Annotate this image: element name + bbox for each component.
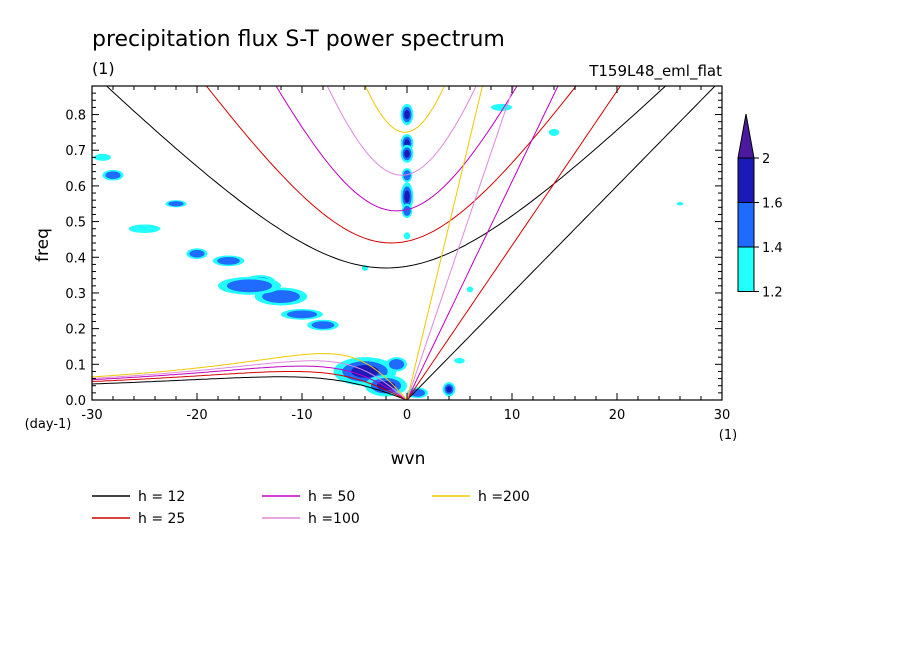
rossby-curve-12 xyxy=(92,376,408,400)
contour-blob-14-level-1 xyxy=(189,249,205,258)
y-tick-label: 0.0 xyxy=(65,394,86,409)
contour-blob-13-level-1 xyxy=(217,256,240,265)
ig-curve-25 xyxy=(205,86,577,244)
contour-blob-0-level-2 xyxy=(404,109,410,120)
colorbar-label: 1.4 xyxy=(762,241,783,256)
y-tick-label: 0.3 xyxy=(65,287,86,302)
colorbar-segment xyxy=(737,202,755,248)
kelvin-curve-200 xyxy=(406,86,483,400)
contour-blob-11-level-1 xyxy=(286,310,318,319)
legend-label: h = 12 xyxy=(138,489,185,505)
y-tick-label: 0.5 xyxy=(65,216,86,231)
contour-blob-4-level-2 xyxy=(404,190,410,203)
y-axis: 0.0 0.1 0.2 0.3 0.4 0.5 0.6 0.7 0.8 xyxy=(65,85,722,409)
chart-subtitle-left: (1) xyxy=(92,59,115,78)
contour-blob-5-level-1 xyxy=(403,205,411,217)
ig-curve-12 xyxy=(105,86,667,269)
rossby-curve-50 xyxy=(92,365,408,400)
contour-blob-24-level-0 xyxy=(454,357,465,364)
rossby-curve-100 xyxy=(92,360,408,400)
contour-blob-27-level-0 xyxy=(548,128,560,136)
x-axis-label: wvn xyxy=(391,449,426,469)
rossby-curve-25 xyxy=(92,371,408,400)
y-tick-label: 0.1 xyxy=(65,358,86,373)
colorbar-segment xyxy=(737,157,755,203)
chart-title: precipitation flux S-T power spectrum xyxy=(92,27,505,52)
contour-blob-12-level-1 xyxy=(311,321,335,329)
colorbar-label: 1.2 xyxy=(762,286,783,301)
contour-blob-9-level-1 xyxy=(262,290,300,303)
x-tick-label: -30 xyxy=(81,408,102,423)
colorbar-label: 2 xyxy=(762,152,770,167)
ig-curve-50 xyxy=(275,86,518,212)
contour-blob-21-level-1 xyxy=(388,359,405,370)
contour-blob-1-level-2 xyxy=(404,139,410,148)
contour-blob-16-level-1 xyxy=(168,201,184,207)
kelvin-curve-12 xyxy=(406,86,716,400)
plot-frame xyxy=(91,85,723,401)
contour-blob-17-level-1 xyxy=(105,171,121,180)
kelvin-curve-50 xyxy=(406,86,559,400)
contour-fill-layer xyxy=(94,103,684,399)
y-unit-label: (day-1) xyxy=(25,417,72,432)
y-tick-label: 0.7 xyxy=(65,144,86,159)
x-unit-label: (1) xyxy=(719,428,737,443)
x-tick-label: 0 xyxy=(403,408,411,423)
contour-blob-15-level-0 xyxy=(128,224,161,234)
contour-blob-28-level-0 xyxy=(676,201,684,206)
contour-blob-25-level-0 xyxy=(466,286,474,293)
colorbar-arrow xyxy=(737,113,755,159)
x-tick-label: 30 xyxy=(714,408,731,423)
y-tick-label: 0.2 xyxy=(65,323,86,338)
contour-blob-2-level-2 xyxy=(404,149,410,158)
y-tick-label: 0.4 xyxy=(65,251,86,266)
legend-label: h = 50 xyxy=(308,489,355,505)
legend-label: h =200 xyxy=(478,489,530,505)
contour-blob-3-level-1 xyxy=(403,170,411,181)
legend-label: h =100 xyxy=(308,511,360,527)
colorbar-segment xyxy=(737,246,755,292)
colorbar: 2 1.6 1.4 1.2 xyxy=(737,113,783,301)
legend: h = 12 h = 25 h = 50 h =100 h =200 xyxy=(92,489,530,527)
ig-curve-100 xyxy=(326,86,477,176)
x-axis: -30 -20 -10 0 10 20 30 xyxy=(81,86,730,423)
chart-subtitle-right: T159L48_eml_flat xyxy=(588,62,722,81)
contour-blob-26-level-0 xyxy=(491,103,512,111)
x-tick-label: 10 xyxy=(504,408,521,423)
rossby-curve-200 xyxy=(92,353,408,400)
ig-curve-200 xyxy=(364,86,445,133)
y-tick-label: 0.6 xyxy=(65,180,86,195)
dispersion-curves-layer xyxy=(92,86,716,400)
x-tick-label: -10 xyxy=(291,408,312,423)
y-axis-label: freq xyxy=(33,228,53,262)
legend-label: h = 25 xyxy=(138,511,185,527)
x-tick-label: -20 xyxy=(186,408,207,423)
contour-blob-23-level-2 xyxy=(446,386,452,393)
contour-blob-10-level-1 xyxy=(226,279,273,293)
contour-blob-6-level-0 xyxy=(403,232,411,240)
x-tick-label: 20 xyxy=(609,408,626,423)
colorbar-label: 1.6 xyxy=(762,197,783,212)
y-tick-label: 0.8 xyxy=(65,109,86,124)
kelvin-curve-25 xyxy=(406,86,622,400)
contour-blob-20-level-2 xyxy=(376,381,396,391)
contour-blob-18-level-0 xyxy=(94,153,111,161)
kelvin-curve-100 xyxy=(406,86,515,400)
